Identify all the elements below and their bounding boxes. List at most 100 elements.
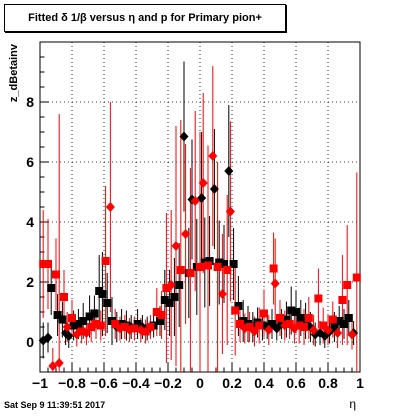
square-marker xyxy=(338,296,347,304)
square-marker xyxy=(236,320,244,328)
square-marker xyxy=(330,323,339,331)
x-tick-label: −0.4 xyxy=(122,375,150,391)
square-marker xyxy=(285,320,294,328)
square-marker xyxy=(196,263,204,271)
x-tick-label: −1 xyxy=(32,375,48,391)
square-marker xyxy=(175,281,184,289)
x-axis-label: η xyxy=(349,397,356,411)
square-marker xyxy=(186,269,195,277)
diamond-marker xyxy=(54,358,64,368)
diamond-marker xyxy=(264,325,274,335)
x-tick-label: 0.6 xyxy=(286,375,306,391)
y-tick-label: 6 xyxy=(26,154,34,170)
square-marker xyxy=(157,311,166,319)
tick-labels: −1 −0.8 −0.6 −0.4 −0.2 0 0.2 0.4 0.6 0.8 1 0 2 4 6 8 xyxy=(26,94,364,391)
square-marker xyxy=(77,327,86,336)
square-marker xyxy=(120,323,129,331)
square-marker xyxy=(146,323,155,331)
square-marker xyxy=(215,258,224,267)
square-marker xyxy=(245,323,254,331)
diamond-marker xyxy=(181,229,191,239)
diamond-marker xyxy=(209,184,219,194)
diamond-marker xyxy=(217,289,227,299)
square-marker xyxy=(162,284,171,292)
square-marker xyxy=(133,320,142,328)
square-marker xyxy=(343,281,352,289)
square-marker xyxy=(231,306,240,315)
diamond-marker xyxy=(62,322,72,332)
square-marker xyxy=(101,257,110,265)
square-marker xyxy=(176,266,185,274)
square-marker xyxy=(79,317,88,325)
diamond-marker xyxy=(225,206,235,217)
diamond-marker xyxy=(105,202,115,212)
square-marker xyxy=(229,260,238,268)
y-axis-label: z_dBetainv xyxy=(8,43,20,102)
square-marker xyxy=(319,321,328,330)
square-marker xyxy=(344,314,353,322)
square-marker xyxy=(255,321,264,330)
square-marker xyxy=(352,273,361,282)
square-marker xyxy=(165,299,174,307)
x-tick-label: 0 xyxy=(196,375,204,391)
diamond-marker xyxy=(309,325,319,335)
square-marker xyxy=(60,293,68,301)
diamond-marker xyxy=(197,193,207,203)
x-tick-label: −0.8 xyxy=(58,375,86,391)
square-marker xyxy=(96,321,105,330)
square-marker xyxy=(141,327,150,336)
square-marker xyxy=(98,290,107,298)
y-tick-label: 0 xyxy=(26,334,34,350)
chart-title: Fitted δ 1/β versus η and p for Primary … xyxy=(4,4,286,32)
square-marker xyxy=(47,284,56,292)
square-marker xyxy=(87,323,96,331)
square-marker xyxy=(269,264,278,273)
diamond-marker xyxy=(323,325,333,335)
diamond-marker xyxy=(166,280,176,290)
square-marker xyxy=(111,320,120,328)
diamond-marker xyxy=(48,361,58,371)
square-marker xyxy=(92,320,100,328)
square-marker xyxy=(85,312,94,321)
square-marker xyxy=(69,321,78,330)
y-tick-label: 2 xyxy=(26,274,34,290)
diamond-marker xyxy=(333,328,343,338)
x-tick-label: 0.8 xyxy=(318,375,338,391)
diamond-marker xyxy=(179,131,189,142)
square-marker xyxy=(53,311,62,319)
square-marker xyxy=(314,294,323,303)
square-marker xyxy=(287,306,296,315)
square-marker xyxy=(296,314,305,322)
square-marker xyxy=(156,317,164,325)
square-marker xyxy=(39,260,48,268)
square-marker xyxy=(220,260,228,268)
square-marker xyxy=(304,314,313,322)
square-marker xyxy=(213,263,222,271)
x-tick-label: −0.6 xyxy=(90,375,118,391)
square-marker xyxy=(223,266,232,274)
y-tick-label: 4 xyxy=(26,214,34,230)
square-marker xyxy=(268,320,276,328)
square-marker xyxy=(276,314,284,322)
diamond-marker xyxy=(224,166,234,176)
diamond-marker xyxy=(64,331,74,341)
diamond-marker xyxy=(347,329,357,340)
x-tick-label: 0.2 xyxy=(222,375,242,391)
x-tick-label: 1 xyxy=(356,375,364,391)
square-marker xyxy=(160,296,169,304)
x-tick-label: −0.2 xyxy=(154,375,182,391)
square-marker xyxy=(52,270,60,279)
x-tick-label: 0.4 xyxy=(254,375,274,391)
square-marker xyxy=(328,315,337,324)
diamond-marker xyxy=(270,278,280,289)
square-marker xyxy=(170,293,179,301)
diamond-marker xyxy=(208,151,218,161)
timestamp-label: Sat Sep 9 11:39:51 2017 xyxy=(4,400,106,410)
square-marker xyxy=(292,308,300,316)
square-marker xyxy=(277,320,286,328)
square-marker xyxy=(282,315,291,324)
square-marker xyxy=(260,309,268,318)
square-marker xyxy=(74,320,83,328)
